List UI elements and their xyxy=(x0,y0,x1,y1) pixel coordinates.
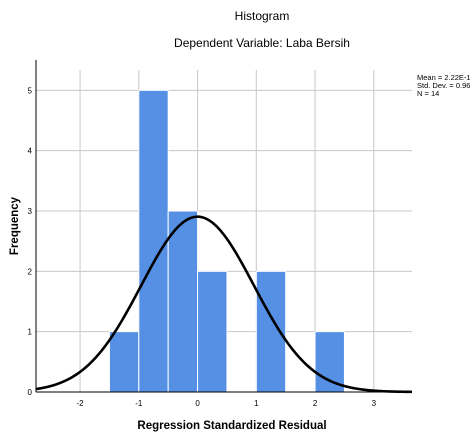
y-tick-label: 2 xyxy=(28,267,33,276)
stats-n: N = 14 xyxy=(417,89,439,98)
stats-mean: Mean = 2.22E-16 xyxy=(417,73,470,82)
histogram-bar xyxy=(108,331,140,393)
x-tick-labels: -2 -1 0 1 2 3 xyxy=(77,399,377,408)
y-tick-label: 3 xyxy=(28,207,33,216)
x-tick-label: -2 xyxy=(77,399,85,408)
y-tick-label: 1 xyxy=(28,328,33,337)
histogram-bar xyxy=(197,270,228,393)
x-tick-label: 3 xyxy=(372,399,377,408)
stats-std-dev: Std. Dev. = 0.961 xyxy=(417,81,470,90)
histogram-bar xyxy=(167,210,199,393)
y-tick-labels: 0 1 2 3 4 5 xyxy=(28,86,33,397)
y-tick-label: 4 xyxy=(28,147,33,156)
chart-subtitle: Dependent Variable: Laba Bersih xyxy=(174,36,350,50)
normal-curve xyxy=(35,215,413,394)
x-tick-label: 1 xyxy=(254,399,259,408)
bars xyxy=(108,89,345,393)
axes xyxy=(35,60,412,393)
x-axis-label: Regression Standardized Residual xyxy=(137,420,326,432)
histogram-bar xyxy=(138,89,169,393)
y-tick-label: 5 xyxy=(28,86,33,95)
y-axis-label: Frequency xyxy=(9,196,21,255)
x-tick-label: 0 xyxy=(195,399,200,408)
x-tick-label: -1 xyxy=(135,399,143,408)
y-tick-label: 0 xyxy=(28,388,33,397)
normal-curve-line xyxy=(35,215,413,394)
chart-title: Histogram xyxy=(235,9,290,23)
histogram-bar xyxy=(314,331,345,393)
x-tick-label: 2 xyxy=(313,399,318,408)
